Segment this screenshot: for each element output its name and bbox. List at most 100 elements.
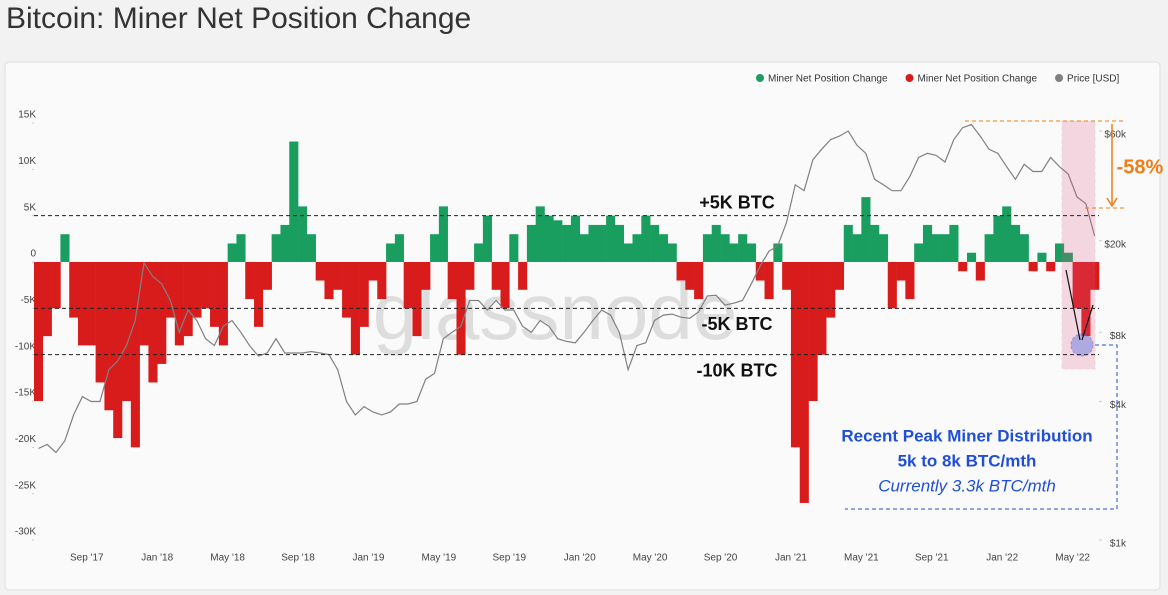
bar: [34, 262, 44, 401]
arrow-head: [1106, 197, 1118, 208]
bar: [887, 262, 897, 309]
bar: [1054, 243, 1065, 262]
bar: [210, 262, 220, 327]
bar: [201, 262, 211, 309]
bar: [905, 262, 915, 300]
bar: [553, 220, 563, 262]
legend-swatch: [1055, 74, 1064, 82]
bar: [966, 252, 977, 262]
bar: [342, 262, 352, 318]
bar: [808, 262, 818, 401]
y-tick-label: 5K: [24, 202, 37, 213]
bar: [526, 224, 536, 262]
bar: [676, 262, 686, 281]
x-tick-label: Sep '20: [704, 553, 738, 564]
watermark: glassnode: [373, 267, 738, 356]
bar: [60, 234, 70, 262]
bar: [711, 224, 721, 262]
bar: [51, 262, 61, 309]
bar: [562, 224, 572, 262]
bar: [280, 224, 290, 262]
callout-box: [845, 344, 1118, 510]
bar: [958, 262, 968, 272]
x-tick-label: Jan '20: [564, 553, 596, 564]
bar: [78, 262, 88, 346]
bar: [949, 224, 959, 262]
bar: [790, 262, 801, 448]
bar: [685, 262, 695, 290]
y-tick-label: -15K: [15, 388, 36, 399]
x-tick-label: May '18: [210, 553, 245, 564]
bar: [368, 262, 378, 281]
y2-tick-label: $8k: [1110, 331, 1127, 342]
y2-tick-label: $1k: [1110, 539, 1127, 550]
bar: [236, 234, 246, 262]
bar: [386, 243, 396, 262]
trend-arrows: [1065, 269, 1094, 341]
bar: [614, 224, 625, 262]
bar: [157, 262, 167, 364]
bar: [69, 262, 79, 318]
bar: [403, 262, 413, 309]
bar: [421, 262, 431, 290]
reference-label: -5K BTC: [702, 314, 773, 334]
bar: [650, 224, 660, 262]
y-tick-label: -10K: [15, 341, 36, 352]
bar: [702, 234, 713, 262]
reference-label: -10K BTC: [696, 360, 777, 380]
bar: [641, 215, 651, 262]
bar: [1028, 262, 1038, 272]
bar: [694, 262, 704, 300]
bar: [1072, 262, 1082, 309]
bar: [518, 262, 528, 290]
x-tick-label: Jan '19: [352, 553, 384, 564]
bar: [447, 262, 457, 300]
bar: [896, 262, 906, 281]
bar: [262, 262, 272, 290]
bar: [755, 262, 765, 281]
bar: [192, 262, 202, 318]
bar: [412, 262, 422, 337]
x-tick-label: Jan '22: [986, 553, 1018, 564]
bar: [878, 234, 889, 262]
bar: [852, 234, 862, 262]
callout-line: 5k to 8k BTC/mth: [898, 451, 1037, 470]
bar: [940, 234, 950, 262]
bar: [667, 243, 677, 262]
bar: [826, 262, 836, 318]
legend-swatch: [756, 74, 764, 82]
y2-tick-label: $20k: [1104, 239, 1127, 250]
x-tick-label: Jan '21: [775, 553, 807, 564]
bar: [491, 262, 501, 290]
bar: [1002, 206, 1012, 262]
bar: [271, 234, 281, 262]
legend-label: Miner Net Position Change: [768, 74, 888, 85]
bar: [166, 262, 176, 318]
x-tick-label: Sep '21: [915, 553, 949, 564]
bar: [1037, 252, 1047, 262]
bar: [544, 215, 554, 262]
legend-swatch: [905, 74, 914, 82]
y-tick-label: 15K: [18, 110, 36, 121]
bar: [113, 262, 123, 439]
y-tick-label: -20K: [15, 434, 36, 445]
bar: [139, 262, 149, 346]
x-tick-label: Sep '18: [281, 553, 315, 564]
bar: [746, 243, 757, 262]
bar: [606, 215, 616, 262]
bar: [42, 262, 52, 337]
bar: [465, 262, 475, 290]
y-tick-label: 0: [30, 249, 36, 260]
bar: [729, 243, 739, 262]
bar: [782, 262, 792, 290]
chart-title: Bitcoin: Miner Net Position Change: [6, 2, 471, 35]
y2-tick-label: $4k: [1110, 400, 1127, 411]
bar: [764, 262, 774, 300]
bar: [315, 262, 325, 281]
bar: [254, 262, 264, 327]
x-tick-label: May '21: [844, 553, 879, 564]
bar: [975, 262, 985, 281]
bar: [298, 206, 308, 262]
peak-circle: [1070, 333, 1094, 357]
bar: [394, 234, 404, 262]
